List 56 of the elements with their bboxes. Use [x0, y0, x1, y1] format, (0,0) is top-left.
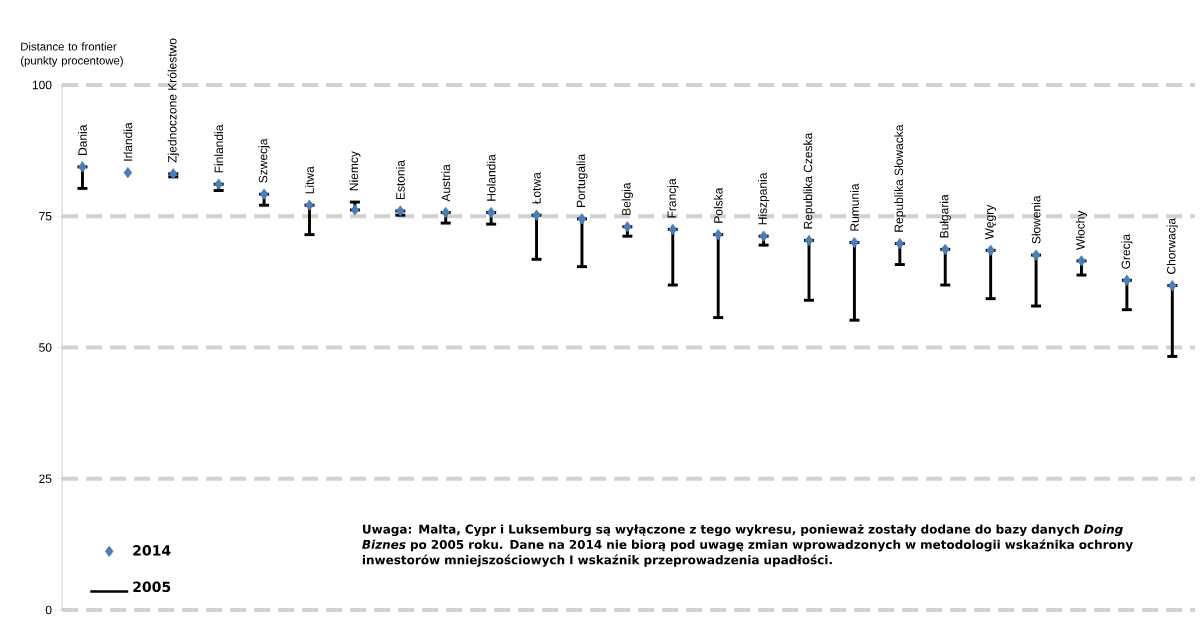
x-tick-label: Portugalia: [576, 153, 588, 207]
point: [78, 161, 87, 173]
point: [486, 206, 496, 219]
point: [259, 188, 269, 200]
point: [396, 205, 405, 217]
point: [168, 168, 178, 180]
point: [1031, 249, 1041, 261]
point: [123, 167, 133, 179]
x-tick-label: Polska: [713, 187, 723, 223]
legend-label: 2014: [133, 545, 171, 556]
point: [350, 204, 360, 216]
x-tick-label: Chorwacja: [1166, 217, 1178, 275]
x-tick-label: Francja: [667, 178, 679, 218]
x-tick-label: Austria: [441, 164, 451, 202]
x-tick-label: Szwecja: [258, 138, 270, 183]
x-tick-label: Finlandia: [214, 124, 224, 173]
y-axis-title: Distance to frontier (punkty procentowe): [20, 42, 123, 67]
x-tick-label: Litwa: [305, 166, 314, 194]
x-tick-label: Niemcy: [349, 151, 361, 191]
point: [1122, 274, 1132, 286]
x-tick-label: Republika Czeska: [803, 132, 815, 229]
x-tick-label: Dania: [78, 124, 87, 155]
point: [668, 223, 678, 235]
x-tick-label: Łotwa: [532, 172, 541, 205]
point: [214, 178, 223, 190]
point: [986, 244, 995, 256]
point: [895, 237, 905, 250]
point: [1077, 255, 1086, 267]
point: [532, 209, 541, 221]
x-tick-label: Grecja: [1121, 234, 1133, 269]
x-tick-label: Węgry: [985, 204, 997, 240]
point: [623, 221, 632, 233]
x-tick-label: Włochy: [1075, 210, 1088, 250]
y-tick-label: 25: [39, 474, 52, 484]
x-tick-label: Holandia: [486, 154, 496, 201]
x-tick-label: Estonia: [395, 160, 405, 200]
point: [759, 230, 768, 242]
x-tick-label: Zjednoczone Królestwo: [167, 38, 179, 163]
x-tick-label: Belgia: [621, 182, 633, 215]
point: [940, 243, 950, 255]
y-tick-label: 100: [32, 80, 52, 90]
text: Uwaga: Malta, Cypr i Luksemburg są wyłączone z tego wykresu, ponieważ zostały dodane do bazy danych Doing Biznes po 2005 roku. Dane na 2014 nie biorą pod uwagę zmian wprowadzonych w metodologii wskaźnika ochrony inwestorów mniejszościowych I wskaźnik przeprowadzenia upadłości.: [362, 524, 1133, 567]
point: [713, 229, 723, 241]
annotation: 2005: [133, 581, 171, 593]
point: [305, 199, 314, 211]
x-tick-label: Irlandia: [123, 122, 133, 161]
point: [577, 213, 587, 225]
x-tick-label: Słowenia: [1031, 195, 1041, 244]
y-tick-label: 75: [39, 212, 52, 221]
y-tick-label: 50: [39, 343, 52, 352]
point: [804, 234, 814, 246]
x-tick-label: Republika Słowacka: [894, 124, 906, 232]
x-tick-label: Rumunia: [850, 183, 859, 231]
x-tick-label: Hiszpania: [758, 172, 770, 225]
x-tick-label: Bułgaria: [939, 194, 951, 238]
y-tick-label: 0: [45, 605, 52, 615]
